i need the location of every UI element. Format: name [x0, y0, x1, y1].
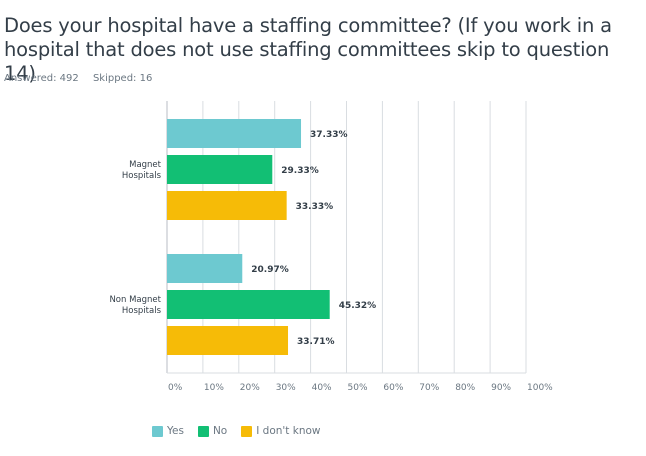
category-label-magnet-line-0: Magnet	[129, 160, 162, 170]
x-tick-label-70: 70%	[419, 383, 439, 393]
x-tick-label-80: 80%	[455, 383, 475, 393]
x-tick-label-30: 30%	[276, 383, 296, 393]
chart-legend: Yes No I don't know	[152, 425, 335, 437]
legend-label-no: No	[212, 425, 228, 437]
bar-yes-non-magnet	[167, 254, 243, 283]
legend-swatch-no	[197, 425, 209, 437]
bar-dont-know-non-magnet	[167, 326, 289, 355]
data-label-dont-know-magnet: 33.33%	[296, 202, 334, 212]
answered-count: Answered: 492	[4, 73, 79, 84]
x-tick-label-60: 60%	[383, 383, 403, 393]
skipped-count: Skipped: 16	[92, 73, 153, 84]
data-label-yes-magnet: 37.33%	[310, 130, 348, 140]
data-label-no-non-magnet: 45.32%	[339, 301, 377, 311]
legend-label-dont-know: I don't know	[256, 425, 321, 437]
data-label-yes-non-magnet: 20.97%	[251, 265, 288, 275]
bar-dont-know-magnet	[167, 191, 287, 220]
legend-item-no[interactable]: No	[197, 425, 228, 437]
data-label-no-magnet: 29.33%	[281, 166, 319, 176]
legend-swatch-yes	[152, 425, 163, 437]
category-label-non-magnet-line-1: Hospitals	[122, 306, 162, 316]
response-stats: Answered: 492 Skipped: 16	[4, 73, 163, 84]
x-tick-label-20: 20%	[240, 383, 260, 393]
x-tick-label-50: 50%	[348, 383, 368, 393]
bar-yes-magnet	[167, 119, 302, 148]
bar-no-magnet	[167, 155, 273, 184]
category-label-magnet-line-1: Hospitals	[122, 171, 162, 181]
legend-label-yes: Yes	[167, 425, 184, 437]
legend-item-yes[interactable]: Yes	[152, 425, 184, 437]
legend-swatch-dont-know	[241, 425, 253, 437]
x-tick-label-100: 100%	[527, 383, 553, 393]
data-label-dont-know-non-magnet: 33.71%	[297, 337, 335, 347]
bar-no-non-magnet	[167, 290, 330, 319]
legend-item-dont-know[interactable]: I don't know	[241, 425, 321, 437]
x-tick-label-10: 10%	[204, 383, 224, 393]
x-tick-label-0: 0%	[168, 383, 183, 393]
x-tick-label-40: 40%	[312, 383, 332, 393]
question-title: Does your hospital have a staffing commi…	[4, 14, 612, 85]
x-tick-label-90: 90%	[491, 383, 511, 393]
category-label-non-magnet-line-0: Non Magnet	[109, 295, 161, 305]
